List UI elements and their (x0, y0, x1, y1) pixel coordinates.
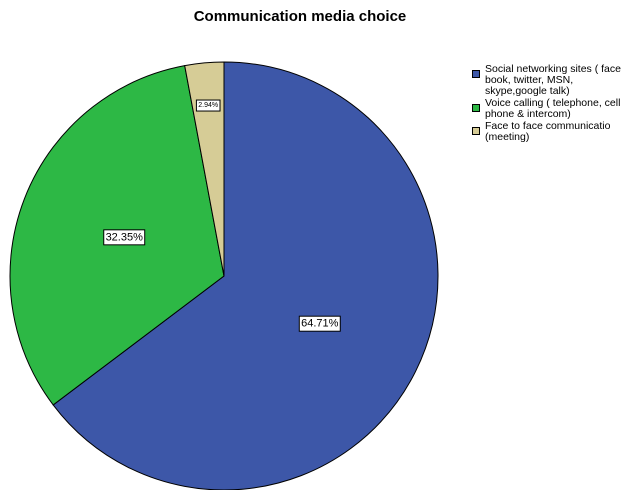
svg-text:64.71%: 64.71% (301, 318, 339, 330)
legend-entry-2: Face to face communicatio (meeting) (472, 121, 628, 143)
legend: Social networking sites ( face book, twi… (472, 64, 628, 144)
slice-label-1: 32.35% (103, 229, 146, 246)
legend-label-0: Social networking sites ( face book, twi… (485, 63, 621, 97)
legend-entry-0: Social networking sites ( face book, twi… (472, 64, 628, 97)
svg-text:2.94%: 2.94% (198, 102, 218, 109)
pie-labels: 64.71% 32.35% 2.94% (103, 99, 341, 332)
pie-slice-0 (52, 61, 439, 490)
slice-label-2: 2.94% (195, 99, 221, 112)
slice-label-0: 64.71% (298, 315, 341, 332)
legend-swatch-2 (472, 127, 480, 135)
svg-text:32.35%: 32.35% (106, 231, 144, 243)
pie-slice-2 (184, 61, 225, 277)
legend-entry-1: Voice calling ( telephone, cell phone & … (472, 98, 628, 120)
chart-title: Communication media choice (193, 8, 407, 25)
pie-slices (9, 61, 439, 490)
legend-swatch-1 (472, 104, 480, 112)
legend-label-2: Face to face communicatio (meeting) (485, 120, 611, 143)
legend-swatch-0 (472, 70, 480, 78)
legend-label-1: Voice calling ( telephone, cell phone & … (485, 97, 621, 120)
